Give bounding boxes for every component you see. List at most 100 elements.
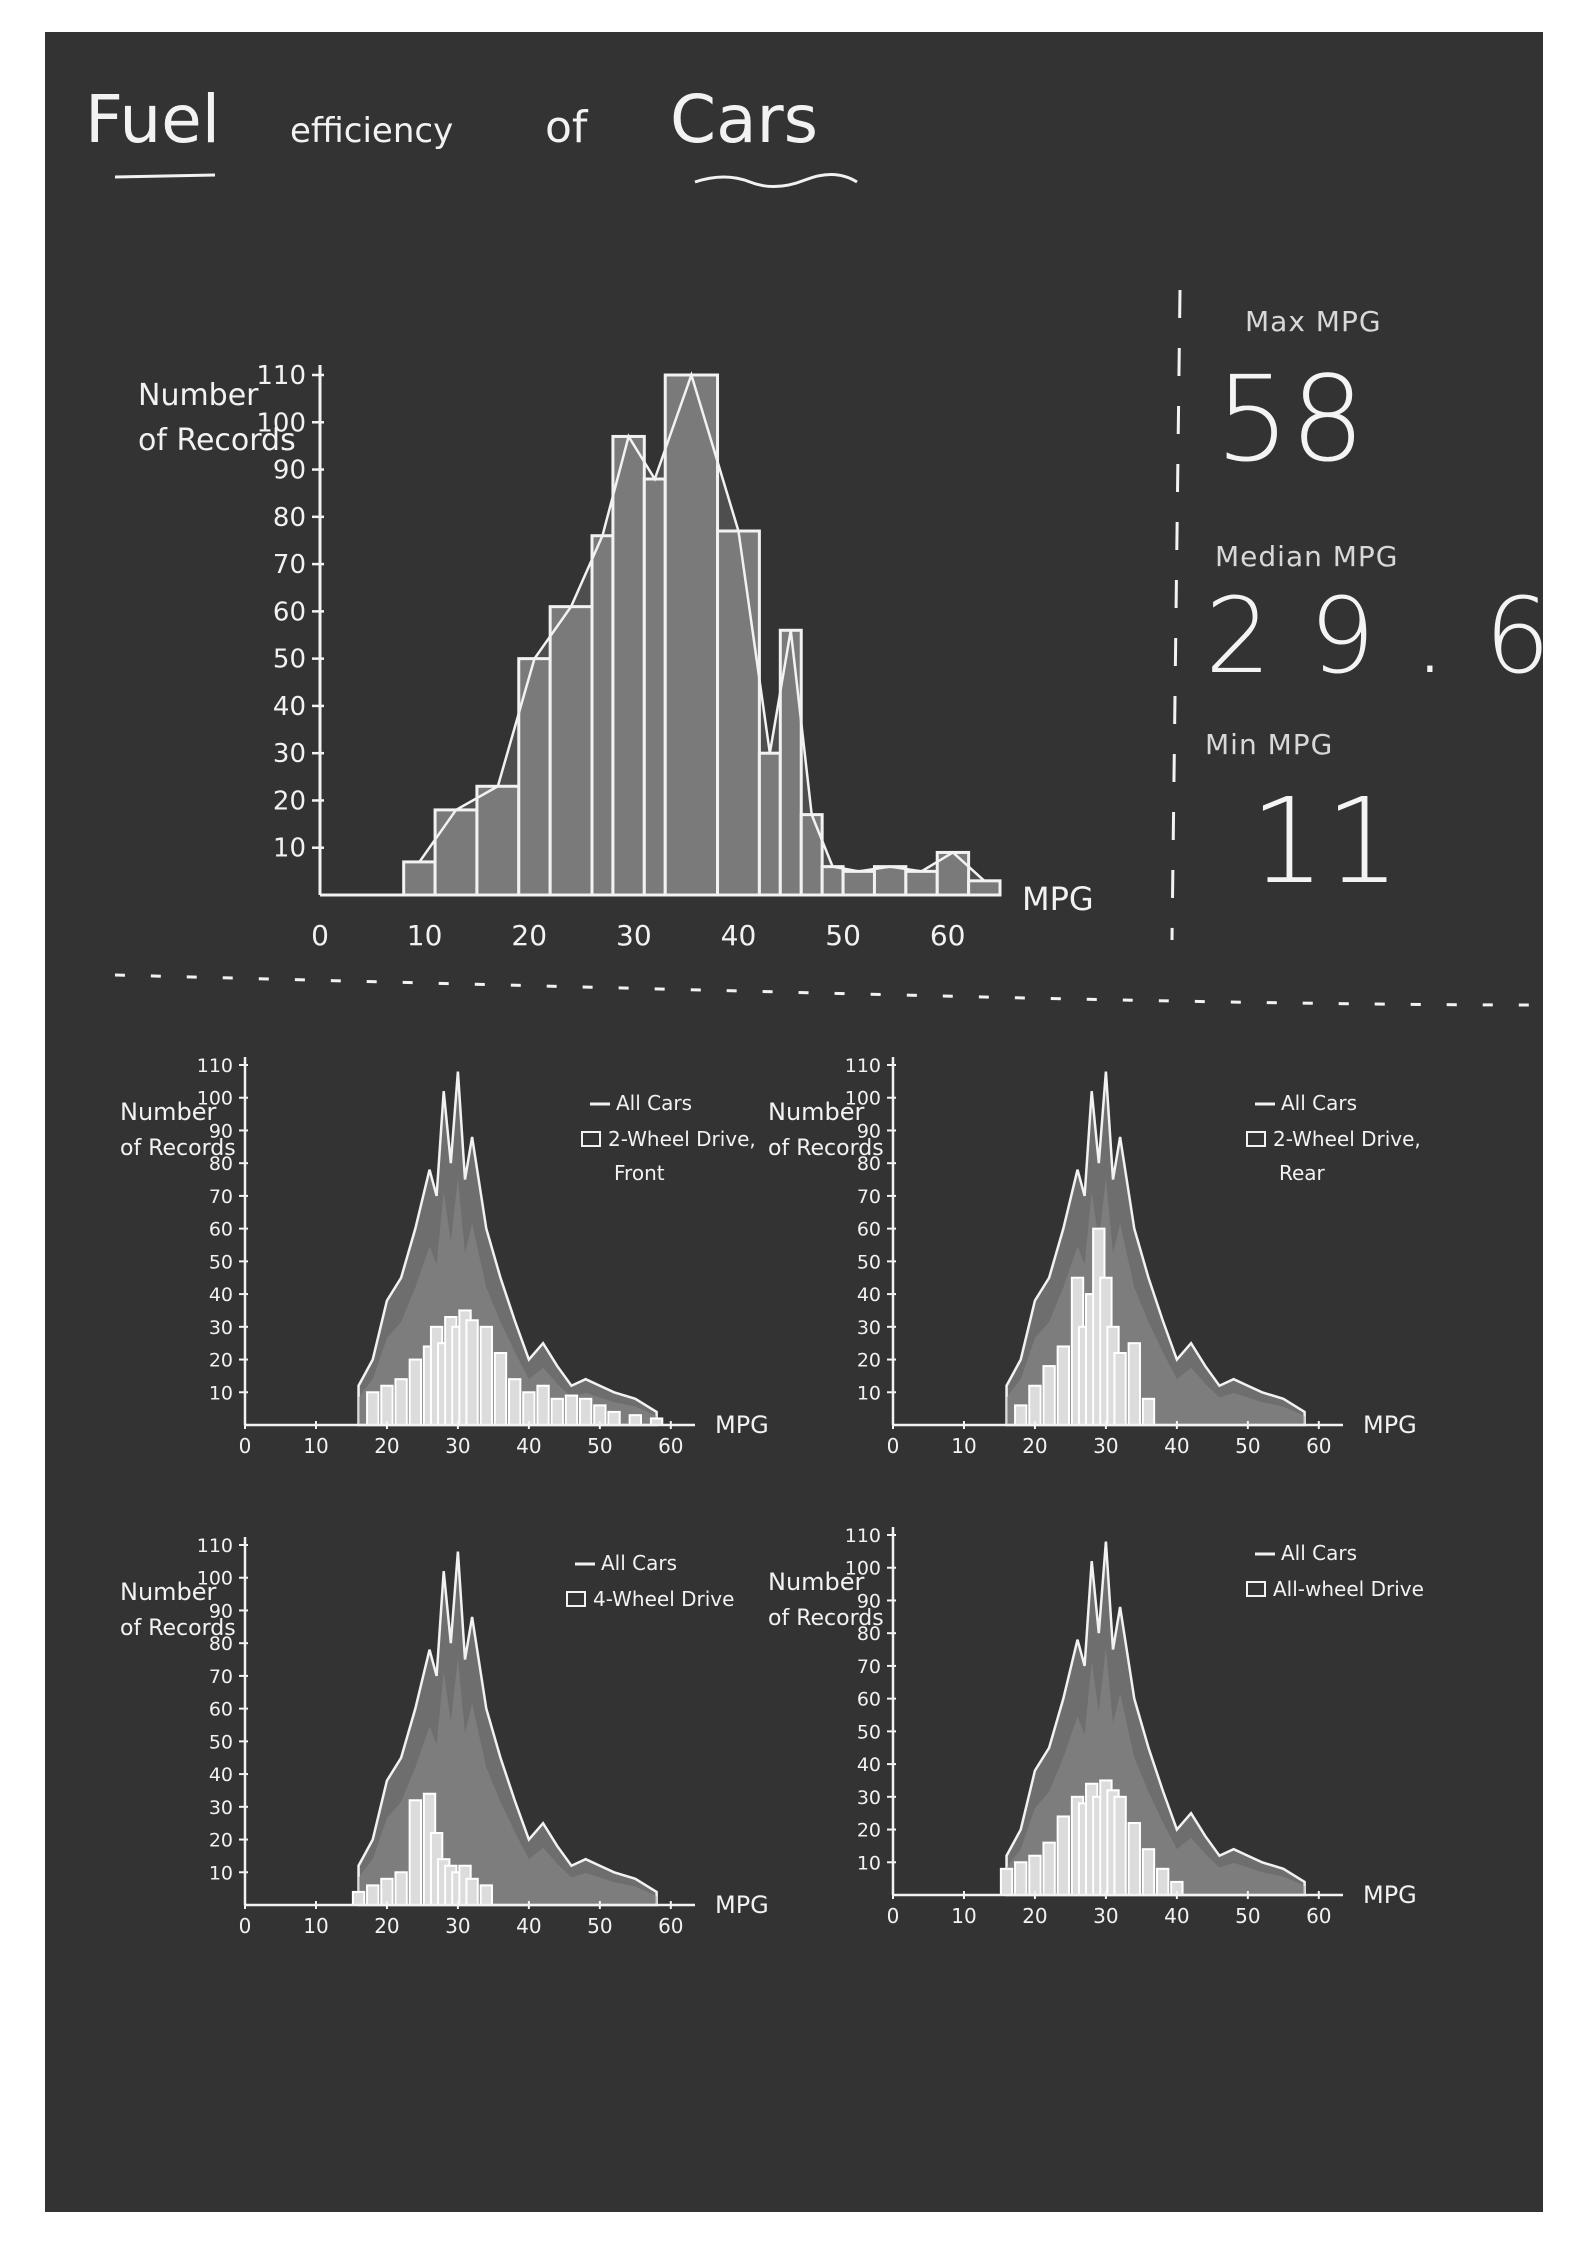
- small-x-tick-label: 50: [587, 1914, 612, 1938]
- small-x-tick-label: 0: [887, 1904, 900, 1928]
- small-y-tick-label: 20: [209, 1830, 233, 1852]
- main-y-tick-label: 100: [256, 408, 306, 438]
- main-x-tick-label: 0: [311, 919, 329, 952]
- small-y-tick-label: 70: [857, 1656, 881, 1678]
- main-outline: [418, 370, 986, 882]
- title-word-fuel: Fuel: [85, 81, 220, 158]
- main-y-tick-label: 110: [256, 361, 306, 391]
- small-ylabel: of Records: [768, 1136, 884, 1161]
- small-x-tick-label: 0: [887, 1434, 900, 1458]
- legend-subset-line2: Front: [614, 1161, 665, 1185]
- vertical-divider: [1170, 289, 1182, 941]
- legend-box-swatch: [1246, 1131, 1266, 1147]
- small-y-tick-label: 10: [209, 1862, 233, 1884]
- median-mpg-value: 29.6: [1205, 575, 1588, 697]
- main-ylabel-line: Number: [138, 378, 259, 413]
- small-x-tick-label: 60: [658, 1434, 683, 1458]
- small-y-tick-label: 30: [857, 1317, 881, 1339]
- histogram-bar: [611, 434, 646, 897]
- series-subset-bar: [465, 1877, 479, 1906]
- main-xlabel: MPG: [1022, 880, 1094, 918]
- max-mpg-value: 58: [1215, 350, 1366, 488]
- small-xlabel: MPG: [715, 1891, 769, 1919]
- legend-box-swatch: [581, 1131, 601, 1147]
- small-xlabel: MPG: [715, 1411, 769, 1439]
- series-subset-bar: [408, 1799, 423, 1906]
- series-subset-bar: [508, 1378, 522, 1427]
- histogram-bar: [642, 477, 667, 897]
- small-ylabel: Number: [768, 1568, 865, 1596]
- histogram-bar: [967, 879, 1002, 897]
- small-y-tick-label: 110: [197, 1535, 233, 1557]
- small-x-tick-label: 0: [239, 1434, 252, 1458]
- main-x-tick-label: 30: [616, 919, 652, 952]
- series-subset-bar: [1113, 1795, 1127, 1896]
- small-y-tick-label: 50: [209, 1731, 233, 1753]
- histogram-bar: [872, 865, 908, 897]
- main-x-tick-label: 10: [407, 919, 443, 952]
- small-y-tick-label: 40: [857, 1754, 881, 1776]
- legend-box-swatch: [1246, 1581, 1266, 1597]
- legend-subset: 2-Wheel Drive,: [1273, 1127, 1421, 1151]
- small-y-tick-label: 50: [209, 1251, 233, 1273]
- small-x-tick-label: 40: [1164, 1434, 1189, 1458]
- small-y-tick-label: 60: [857, 1219, 881, 1241]
- series-subset-bar: [607, 1410, 621, 1426]
- main-plot-area: 10 20 30 40 50 60 70 80 90 100 110 0 10 20 30 40 50 60: [256, 361, 1002, 952]
- page-title: Fuel efficiency of Cars: [85, 81, 858, 188]
- series-subset-bar: [493, 1352, 508, 1426]
- small-x-tick-label: 60: [1306, 1434, 1331, 1458]
- small-ylabel: Number: [120, 1578, 217, 1606]
- small-x-tick-label: 50: [1235, 1904, 1260, 1928]
- min-mpg-label: Min MPG: [1205, 728, 1334, 761]
- title-word-efficiency: efficiency: [290, 111, 453, 151]
- series-subset-bar: [479, 1325, 493, 1426]
- series-subset-bar: [1028, 1384, 1042, 1426]
- series-subset-bar: [1056, 1345, 1070, 1427]
- small-xlabel: MPG: [1363, 1881, 1417, 1909]
- small-x-tick-label: 40: [516, 1914, 541, 1938]
- small-y-tick-label: 70: [209, 1186, 233, 1208]
- main-y-tick-label: 20: [273, 786, 306, 816]
- small-ylabel: of Records: [120, 1136, 236, 1161]
- series-subset-bar: [366, 1391, 380, 1427]
- main-y-tick-label: 40: [273, 692, 306, 722]
- small-y-tick-label: 80: [857, 1153, 881, 1175]
- legend-all-cars: All Cars: [616, 1091, 692, 1115]
- series-subset-bar: [394, 1871, 408, 1906]
- small-y-tick-label: 110: [845, 1525, 881, 1547]
- small-ylabel: Number: [768, 1098, 865, 1126]
- legend-subset-line2: Rear: [1279, 1161, 1326, 1185]
- main-x-tick-label: 60: [930, 919, 966, 952]
- small-x-tick-label: 30: [1093, 1904, 1118, 1928]
- min-mpg-value: 11: [1250, 772, 1401, 910]
- histogram-bar: [663, 373, 720, 897]
- legend-subset: 2-Wheel Drive,: [608, 1127, 756, 1151]
- title-underline-fuel: [114, 173, 216, 179]
- small-y-tick-label: 10: [209, 1382, 233, 1404]
- legend-all-cars: All Cars: [601, 1551, 677, 1575]
- small-x-tick-label: 0: [239, 1914, 252, 1938]
- small-ylabel: of Records: [120, 1616, 236, 1641]
- small-y-tick-label: 20: [857, 1820, 881, 1842]
- small-y-tick-label: 50: [857, 1251, 881, 1273]
- series-subset-bar: [578, 1397, 593, 1426]
- series-subset-bar: [1014, 1404, 1028, 1427]
- small-y-tick-label: 100: [845, 1088, 881, 1110]
- small-y-tick-label: 90: [857, 1120, 881, 1142]
- legend-all-cars: All Cars: [1281, 1091, 1357, 1115]
- small-y-tick-label: 70: [857, 1186, 881, 1208]
- small-y-tick-label: 30: [209, 1317, 233, 1339]
- series-subset-bar: [1056, 1815, 1070, 1896]
- histogram-bar: [433, 808, 479, 897]
- max-mpg-label: Max MPG: [1245, 305, 1382, 338]
- small-y-tick-label: 100: [197, 1568, 233, 1590]
- small-y-tick-label: 80: [209, 1153, 233, 1175]
- main-x-tick-label: 50: [825, 919, 861, 952]
- legend-subset: All-wheel Drive: [1273, 1577, 1424, 1601]
- small-ylabel: Number: [120, 1098, 217, 1126]
- histogram-bar: [904, 869, 939, 897]
